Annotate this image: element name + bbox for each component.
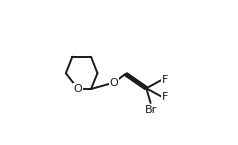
- Text: O: O: [109, 78, 118, 88]
- Text: F: F: [162, 75, 168, 85]
- Text: O: O: [74, 84, 82, 94]
- Text: F: F: [162, 92, 168, 102]
- Text: Br: Br: [144, 105, 157, 115]
